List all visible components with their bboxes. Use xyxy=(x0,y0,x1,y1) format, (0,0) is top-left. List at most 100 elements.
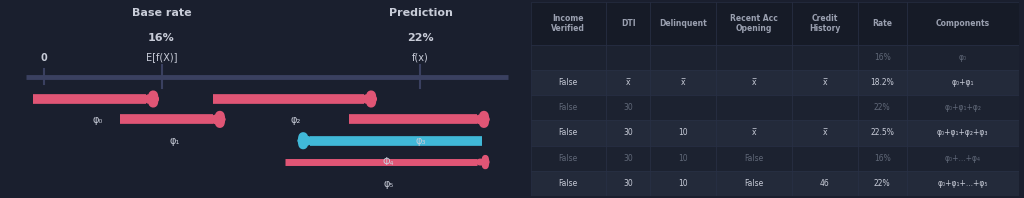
Text: 22%: 22% xyxy=(873,179,891,188)
FancyBboxPatch shape xyxy=(530,45,606,70)
Text: 10: 10 xyxy=(678,154,688,163)
Text: False: False xyxy=(559,78,578,87)
Text: 16%: 16% xyxy=(873,53,891,62)
Text: Prediction: Prediction xyxy=(388,8,453,18)
Text: f(x): f(x) xyxy=(412,52,429,62)
FancyBboxPatch shape xyxy=(530,2,606,45)
FancyBboxPatch shape xyxy=(858,95,906,120)
Text: False: False xyxy=(559,179,578,188)
FancyBboxPatch shape xyxy=(716,2,792,45)
Text: 0: 0 xyxy=(40,53,47,63)
Text: φ₀+...+φ₄: φ₀+...+φ₄ xyxy=(945,154,981,163)
Text: φ₀+φ₁+φ₂+φ₃: φ₀+φ₁+φ₂+φ₃ xyxy=(937,129,988,137)
FancyBboxPatch shape xyxy=(858,45,906,70)
Text: 18.2%: 18.2% xyxy=(870,78,894,87)
Text: x̅: x̅ xyxy=(752,129,756,137)
FancyBboxPatch shape xyxy=(906,120,1019,146)
FancyBboxPatch shape xyxy=(530,146,606,171)
Text: 46: 46 xyxy=(820,179,829,188)
Text: φ₃: φ₃ xyxy=(415,136,426,146)
FancyBboxPatch shape xyxy=(716,95,792,120)
FancyBboxPatch shape xyxy=(606,2,650,45)
Text: False: False xyxy=(559,154,578,163)
Text: 16%: 16% xyxy=(148,33,175,43)
Text: Rate: Rate xyxy=(872,19,892,28)
Text: 22%: 22% xyxy=(408,33,434,43)
FancyBboxPatch shape xyxy=(792,120,858,146)
FancyBboxPatch shape xyxy=(858,70,906,95)
Text: Income
Verified: Income Verified xyxy=(552,14,586,33)
Text: φ₀+φ₁+φ₂: φ₀+φ₁+φ₂ xyxy=(944,103,981,112)
Text: φ₀+φ₁+...+φ₅: φ₀+φ₁+...+φ₅ xyxy=(937,179,988,188)
Text: False: False xyxy=(559,129,578,137)
FancyBboxPatch shape xyxy=(650,171,716,196)
Text: x̅: x̅ xyxy=(681,78,685,87)
Text: Φ₄: Φ₄ xyxy=(383,157,394,167)
Text: Base rate: Base rate xyxy=(132,8,191,18)
Text: Credit
History: Credit History xyxy=(809,14,841,33)
FancyBboxPatch shape xyxy=(906,2,1019,45)
FancyBboxPatch shape xyxy=(530,95,606,120)
FancyBboxPatch shape xyxy=(606,120,650,146)
FancyBboxPatch shape xyxy=(858,171,906,196)
FancyBboxPatch shape xyxy=(792,70,858,95)
Text: φ₀+φ₁: φ₀+φ₁ xyxy=(951,78,974,87)
FancyBboxPatch shape xyxy=(792,146,858,171)
Text: 30: 30 xyxy=(624,129,633,137)
FancyBboxPatch shape xyxy=(716,171,792,196)
Text: 30: 30 xyxy=(624,154,633,163)
Text: Delinquent: Delinquent xyxy=(659,19,707,28)
Text: φ₀: φ₀ xyxy=(92,115,102,126)
Text: 10: 10 xyxy=(678,179,688,188)
FancyBboxPatch shape xyxy=(650,120,716,146)
FancyBboxPatch shape xyxy=(858,146,906,171)
Text: Recent Acc
Opening: Recent Acc Opening xyxy=(730,14,778,33)
Text: False: False xyxy=(744,179,764,188)
FancyBboxPatch shape xyxy=(606,45,650,70)
FancyBboxPatch shape xyxy=(906,171,1019,196)
Text: x̅: x̅ xyxy=(822,78,827,87)
Text: x̅: x̅ xyxy=(822,129,827,137)
FancyBboxPatch shape xyxy=(906,95,1019,120)
FancyBboxPatch shape xyxy=(716,70,792,95)
FancyBboxPatch shape xyxy=(858,2,906,45)
FancyBboxPatch shape xyxy=(606,70,650,95)
Text: φ₂: φ₂ xyxy=(291,115,301,126)
FancyBboxPatch shape xyxy=(606,171,650,196)
Text: φ₁: φ₁ xyxy=(169,136,179,146)
FancyBboxPatch shape xyxy=(530,120,606,146)
Text: Components: Components xyxy=(936,19,990,28)
FancyBboxPatch shape xyxy=(650,95,716,120)
Text: x̅: x̅ xyxy=(626,78,631,87)
FancyBboxPatch shape xyxy=(650,45,716,70)
FancyBboxPatch shape xyxy=(906,70,1019,95)
Text: DTI: DTI xyxy=(621,19,636,28)
Text: 10: 10 xyxy=(678,129,688,137)
FancyBboxPatch shape xyxy=(716,146,792,171)
FancyBboxPatch shape xyxy=(716,120,792,146)
Text: 22.5%: 22.5% xyxy=(870,129,894,137)
FancyBboxPatch shape xyxy=(530,171,606,196)
FancyBboxPatch shape xyxy=(650,70,716,95)
Text: False: False xyxy=(744,154,764,163)
FancyBboxPatch shape xyxy=(792,45,858,70)
FancyBboxPatch shape xyxy=(906,45,1019,70)
Text: φ₀: φ₀ xyxy=(958,53,967,62)
FancyBboxPatch shape xyxy=(606,95,650,120)
FancyBboxPatch shape xyxy=(792,2,858,45)
Text: 22%: 22% xyxy=(873,103,891,112)
FancyBboxPatch shape xyxy=(716,45,792,70)
Text: φ₅: φ₅ xyxy=(383,179,393,188)
FancyBboxPatch shape xyxy=(530,70,606,95)
FancyBboxPatch shape xyxy=(650,146,716,171)
Text: 16%: 16% xyxy=(873,154,891,163)
FancyBboxPatch shape xyxy=(792,171,858,196)
Text: 30: 30 xyxy=(624,179,633,188)
Text: False: False xyxy=(559,103,578,112)
Text: 30: 30 xyxy=(624,103,633,112)
FancyBboxPatch shape xyxy=(606,146,650,171)
FancyBboxPatch shape xyxy=(858,120,906,146)
FancyBboxPatch shape xyxy=(906,146,1019,171)
Text: x̅: x̅ xyxy=(752,78,756,87)
Text: E[f(X)]: E[f(X)] xyxy=(145,52,177,62)
